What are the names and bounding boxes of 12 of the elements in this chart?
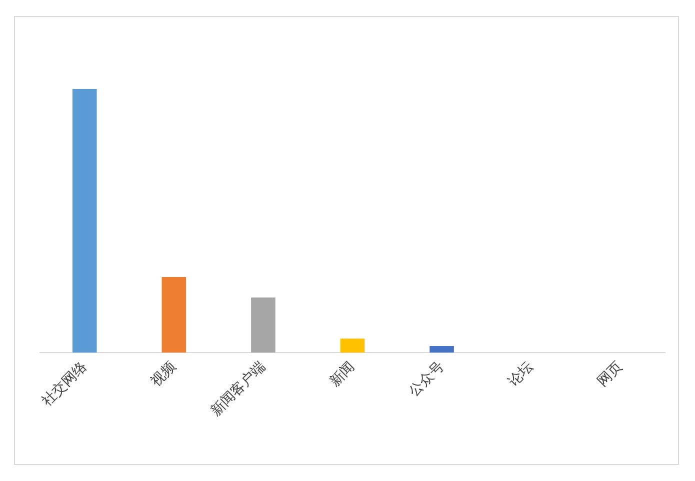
x-tick-label: 社交网络 bbox=[39, 358, 90, 410]
x-tick-label: 新闻客户端 bbox=[208, 358, 269, 420]
x-tick-label: 视频 bbox=[148, 358, 180, 390]
x-tick-label: 新闻 bbox=[326, 358, 358, 390]
bar bbox=[340, 338, 365, 353]
x-tick-label: 网页 bbox=[594, 358, 626, 390]
x-tick-label: 论坛 bbox=[505, 358, 536, 390]
x-tick-label: 公众号 bbox=[406, 358, 448, 400]
bar bbox=[72, 89, 97, 353]
bar bbox=[430, 346, 454, 353]
bar bbox=[251, 298, 276, 353]
bar bbox=[162, 276, 186, 353]
